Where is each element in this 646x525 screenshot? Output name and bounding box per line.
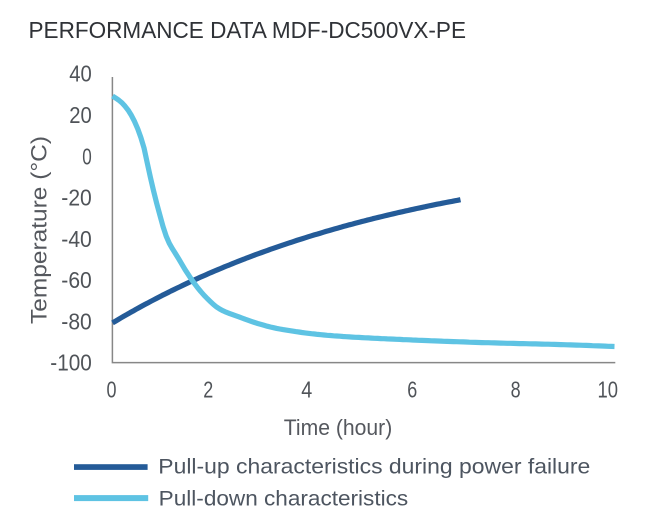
svg-text:20: 20 <box>69 102 92 128</box>
svg-text:10: 10 <box>598 376 619 402</box>
svg-text:40: 40 <box>69 61 92 87</box>
svg-text:2: 2 <box>203 376 213 402</box>
svg-text:0: 0 <box>107 376 117 402</box>
svg-text:-100: -100 <box>50 350 92 376</box>
svg-text:4: 4 <box>301 376 312 402</box>
svg-text:-80: -80 <box>61 308 92 334</box>
svg-text:Pull-down characteristics: Pull-down characteristics <box>159 486 409 510</box>
svg-text:Pull-up characteristics during: Pull-up characteristics during power fai… <box>158 455 590 479</box>
svg-text:8: 8 <box>511 376 521 402</box>
svg-text:0: 0 <box>82 143 92 169</box>
svg-text:Temperature (°C): Temperature (°C) <box>27 136 52 324</box>
svg-text:PERFORMANCE DATA MDF-DC500VX-P: PERFORMANCE DATA MDF-DC500VX-PE <box>29 17 467 43</box>
svg-text:-60: -60 <box>61 267 92 293</box>
svg-text:6: 6 <box>407 376 417 402</box>
svg-text:-20: -20 <box>61 185 92 211</box>
svg-text:-40: -40 <box>61 226 92 252</box>
svg-text:Time (hour): Time (hour) <box>284 415 393 440</box>
